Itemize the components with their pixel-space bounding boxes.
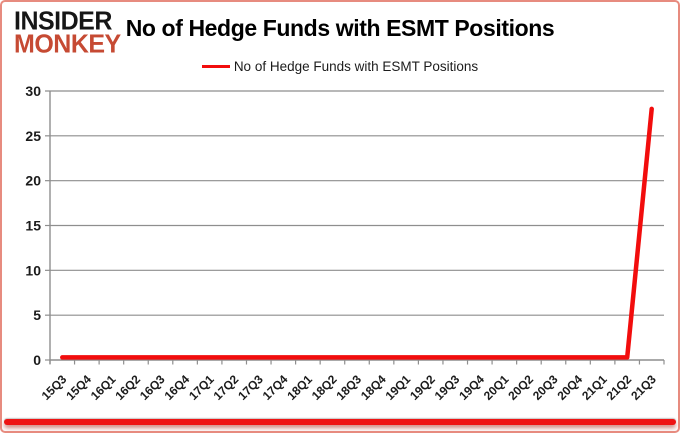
x-tick-label: 21Q3 <box>628 372 659 403</box>
x-tick-label: 19Q3 <box>432 372 463 403</box>
legend: No of Hedge Funds with ESMT Positions <box>2 59 678 74</box>
y-tick-label: 5 <box>33 307 41 323</box>
legend-label: No of Hedge Funds with ESMT Positions <box>233 59 479 74</box>
legend-line-swatch <box>201 65 230 68</box>
y-tick-label: 0 <box>33 352 41 368</box>
series-line <box>60 106 654 360</box>
x-tick-label: 15Q3 <box>39 372 70 403</box>
x-tick-label: 18Q1 <box>284 372 315 403</box>
x-tick-label: 20Q4 <box>555 372 586 403</box>
y-tick-label: 25 <box>25 128 41 144</box>
x-tick-label: 16Q1 <box>88 372 119 403</box>
x-tick-label: 17Q4 <box>260 372 291 403</box>
x-tick-label: 19Q1 <box>383 372 414 403</box>
y-tick-label: 15 <box>25 218 41 234</box>
x-tick-label: 18Q3 <box>333 372 364 403</box>
insider-monkey-logo: INSIDER MONKEY <box>14 6 121 59</box>
x-tick-label: 20Q3 <box>530 372 561 403</box>
x-tick-label: 16Q3 <box>137 372 168 403</box>
x-tick-label: 19Q4 <box>456 372 487 403</box>
y-tick-label: 30 <box>25 83 41 99</box>
x-tick-label: 19Q2 <box>407 372 438 403</box>
y-tick-label: 10 <box>25 262 41 278</box>
y-tick-label: 20 <box>25 173 41 189</box>
x-tick-label: 17Q2 <box>211 372 242 403</box>
x-tick-label: 21Q2 <box>604 372 635 403</box>
x-tick-label: 18Q4 <box>358 372 389 403</box>
x-tick-label: 20Q1 <box>481 372 512 403</box>
chart-title: No of Hedge Funds with ESMT Positions <box>125 15 555 41</box>
x-tick-label: 17Q3 <box>235 372 266 403</box>
x-tick-label: 21Q1 <box>579 372 610 403</box>
x-tick-label: 20Q2 <box>505 372 536 403</box>
x-tick-label: 18Q2 <box>309 372 340 403</box>
x-tick-label: 15Q4 <box>63 372 94 403</box>
x-tick-label: 16Q2 <box>112 372 143 403</box>
bottom-accent-bar <box>4 419 676 425</box>
x-tick-label: 16Q4 <box>162 372 193 403</box>
x-tick-label: 17Q1 <box>186 372 217 403</box>
logo-monkey-text: MONKEY <box>14 29 121 59</box>
logo-insider-text: INSIDER <box>14 6 112 36</box>
